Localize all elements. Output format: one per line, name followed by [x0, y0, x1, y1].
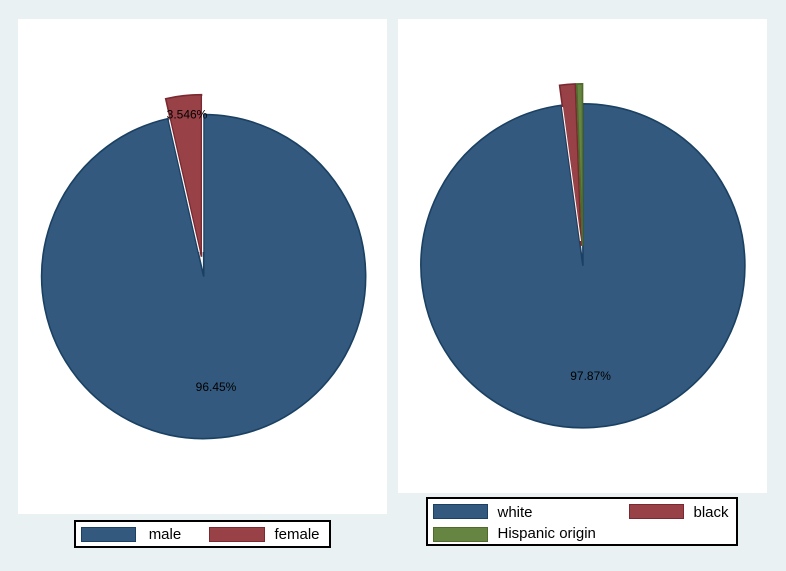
svg-text:97.87%: 97.87% — [570, 369, 611, 383]
svg-text:96.45%: 96.45% — [196, 380, 237, 394]
svg-text:3.546%: 3.546% — [167, 107, 208, 121]
